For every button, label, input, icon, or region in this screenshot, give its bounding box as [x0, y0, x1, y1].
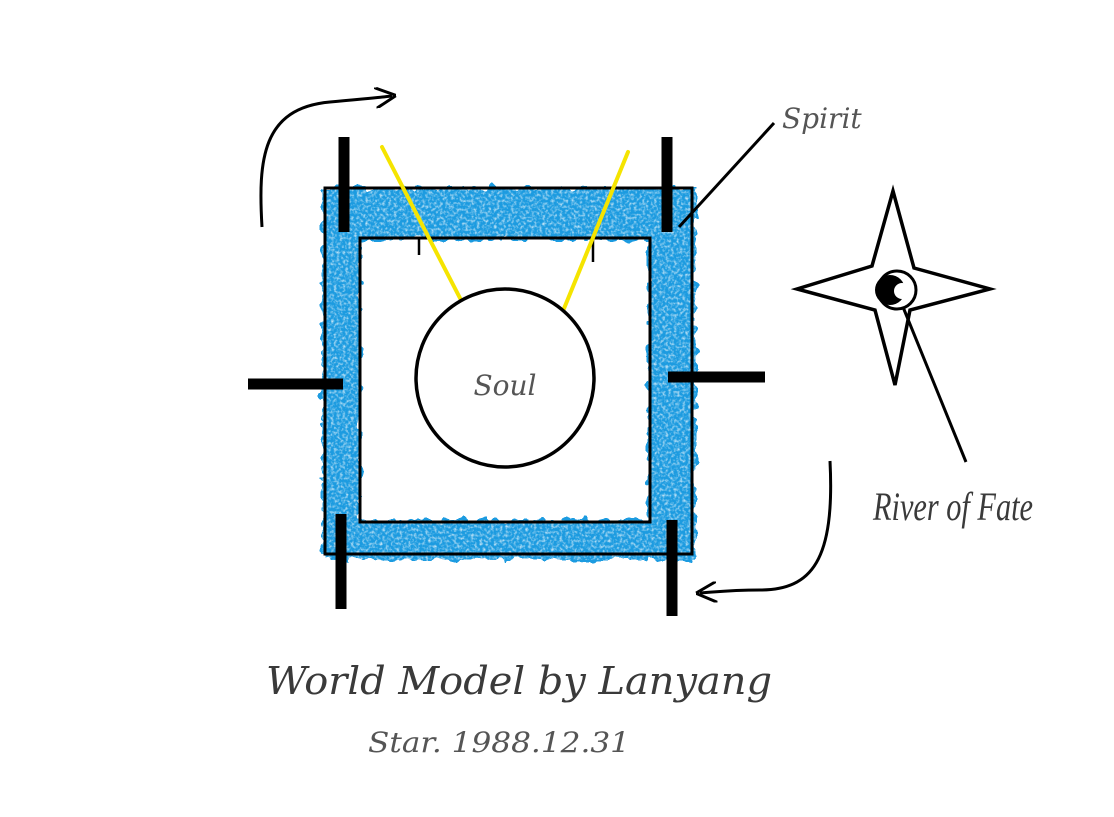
ray-left: [380, 145, 464, 304]
diagram-title: World Model by Lanyang: [266, 659, 772, 703]
ray-right: [561, 150, 630, 313]
river-of-fate-leader-line: [901, 306, 968, 463]
spirit-label: Spirit: [782, 102, 862, 135]
pillars: [248, 137, 765, 616]
soul-label: Soul: [473, 369, 536, 402]
eye-icon: [875, 269, 918, 311]
river-of-fate-label: River of Fate: [872, 484, 1033, 529]
outer-frame: [323, 186, 694, 556]
soul-rays: [380, 145, 630, 313]
inner-ticks: [417, 238, 595, 262]
diagram-subtitle: Star. 1988.12.31: [368, 726, 630, 759]
arrow-bottom-right: [700, 460, 833, 593]
spirit-leader-line: [677, 121, 776, 229]
arrow-top-left: [259, 96, 392, 228]
inner-frame: [358, 236, 652, 524]
soul-circle: [414, 287, 596, 469]
